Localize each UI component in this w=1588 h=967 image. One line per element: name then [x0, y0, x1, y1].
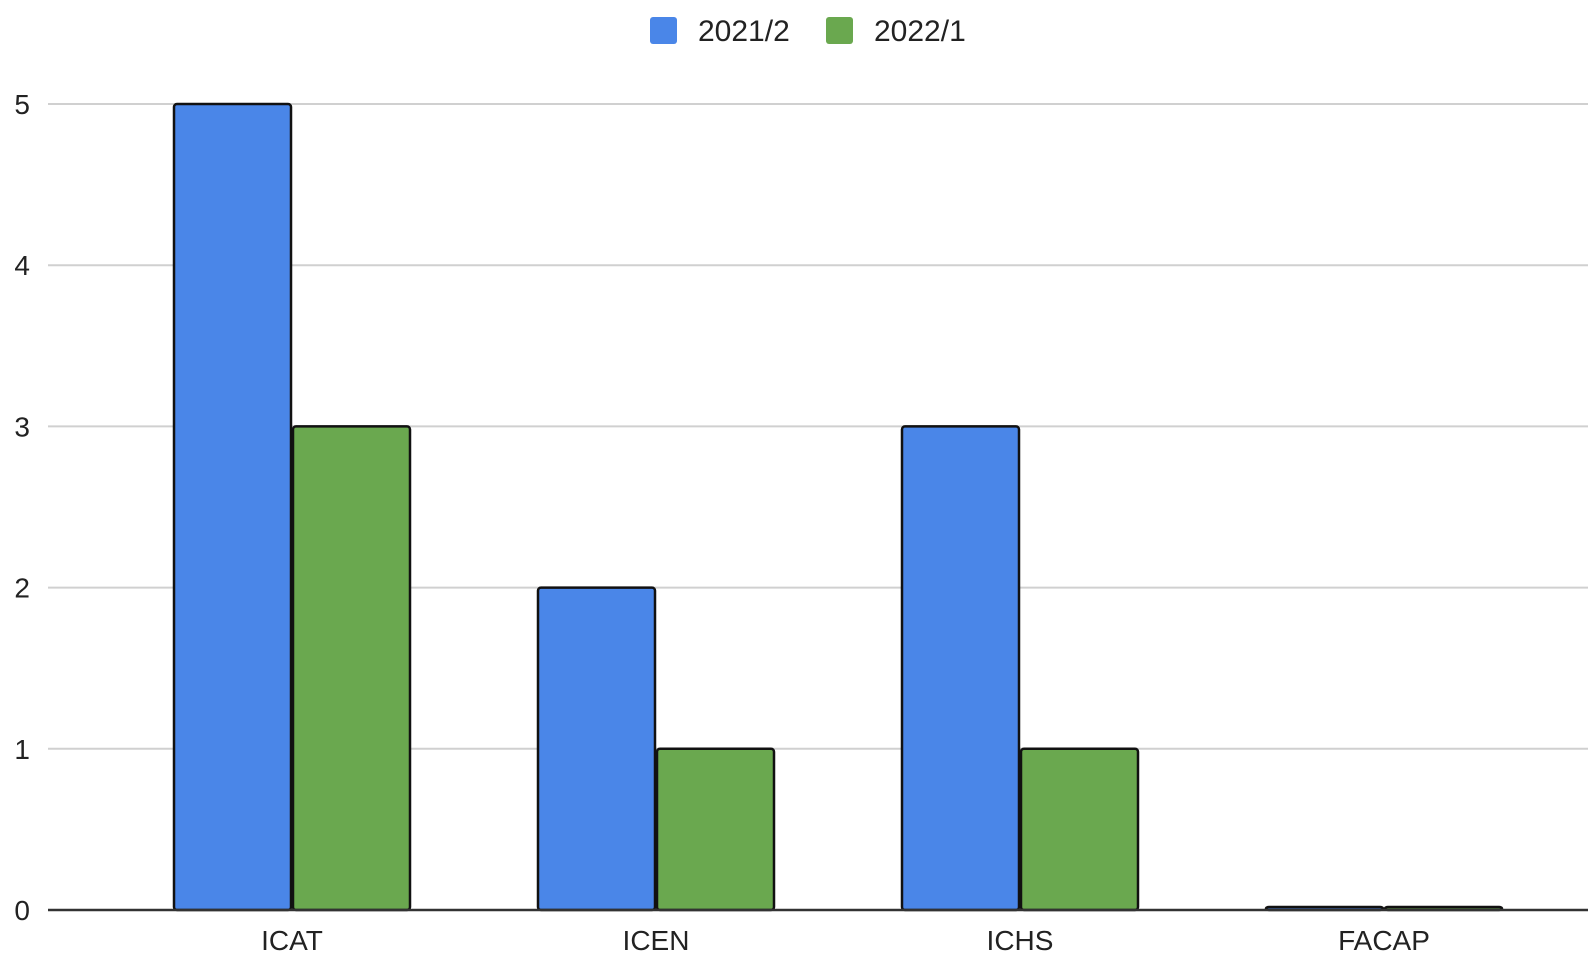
y-tick-label: 4: [14, 250, 30, 281]
legend-label: 2021/2: [698, 15, 790, 48]
bar-ichs-2022-1: [1019, 747, 1140, 912]
y-tick-label: 0: [14, 895, 30, 926]
legend-swatch-2021-2: [650, 17, 677, 44]
y-tick-label: 5: [14, 89, 30, 120]
y-tick-label: 2: [14, 573, 30, 604]
y-tick-label: 3: [14, 411, 30, 442]
y-axis-ticks: 0 1 2 3 4 5: [14, 89, 30, 926]
x-tick-label: FACAP: [1338, 925, 1430, 956]
legend-swatch-2022-1: [826, 17, 853, 44]
bars: [172, 102, 1504, 912]
bar-icen-2021-2: [536, 586, 657, 912]
bar-ichs-2021-2: [900, 425, 1021, 912]
legend: 2021/2 2022/1: [650, 15, 966, 48]
x-tick-label: ICEN: [623, 925, 690, 956]
bar-icen-2022-1: [655, 747, 776, 912]
x-tick-label: ICHS: [987, 925, 1054, 956]
x-axis-ticks: ICAT ICEN ICHS FACAP: [261, 925, 1430, 956]
x-tick-label: ICAT: [261, 925, 323, 956]
bar-icat-2021-2: [172, 102, 293, 912]
bar-icat-2022-1: [291, 425, 412, 912]
legend-label: 2022/1: [874, 15, 966, 48]
y-tick-label: 1: [14, 734, 30, 765]
